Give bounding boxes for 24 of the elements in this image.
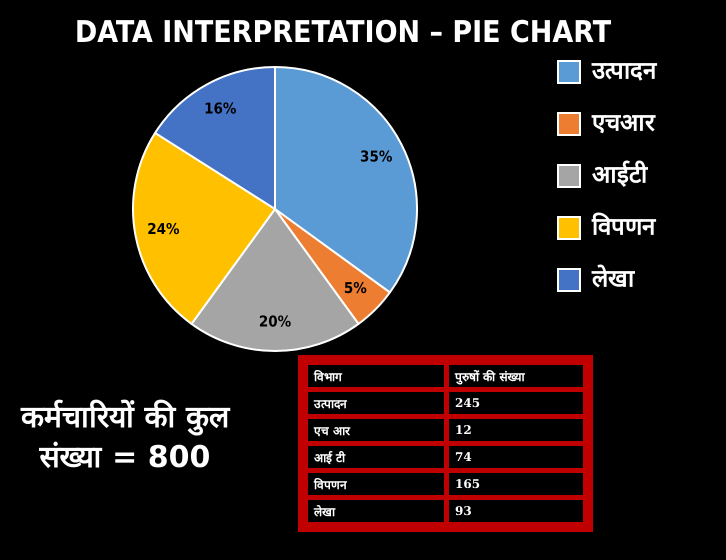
data-label: 245 — [449, 392, 583, 414]
data-label: 35% — [360, 147, 393, 166]
legend-label: उत्पादन — [591, 58, 658, 85]
legend-label: विपणन — [591, 212, 657, 241]
data-label: 93 — [449, 500, 583, 522]
text: विभाग — [308, 365, 444, 387]
data-label: 16% — [204, 99, 237, 118]
data-label: 5% — [344, 279, 368, 298]
data-label: 24% — [147, 220, 180, 238]
category-label: एच आर — [308, 419, 444, 441]
data-label: 74 — [449, 446, 583, 468]
data-label: 165 — [449, 473, 583, 495]
category-label: आई टी — [308, 446, 444, 468]
legend-label: लेखा — [591, 264, 635, 293]
category-label: उत्पादन — [308, 392, 444, 414]
chart-title: DATA INTERPRETATION – PIE CHART — [74, 14, 612, 50]
data-label: 12 — [449, 419, 583, 441]
category-label: विपणन — [308, 473, 444, 495]
text: कर्मचारियों की कुल संख्या = 800 — [20, 398, 232, 477]
category-label: लेखा — [308, 500, 444, 522]
text: पुरुषों की संख्या — [449, 365, 583, 387]
legend-label: आईटी — [592, 160, 648, 189]
legend-label: एचआर — [591, 110, 656, 137]
data-label: 20% — [258, 312, 292, 330]
